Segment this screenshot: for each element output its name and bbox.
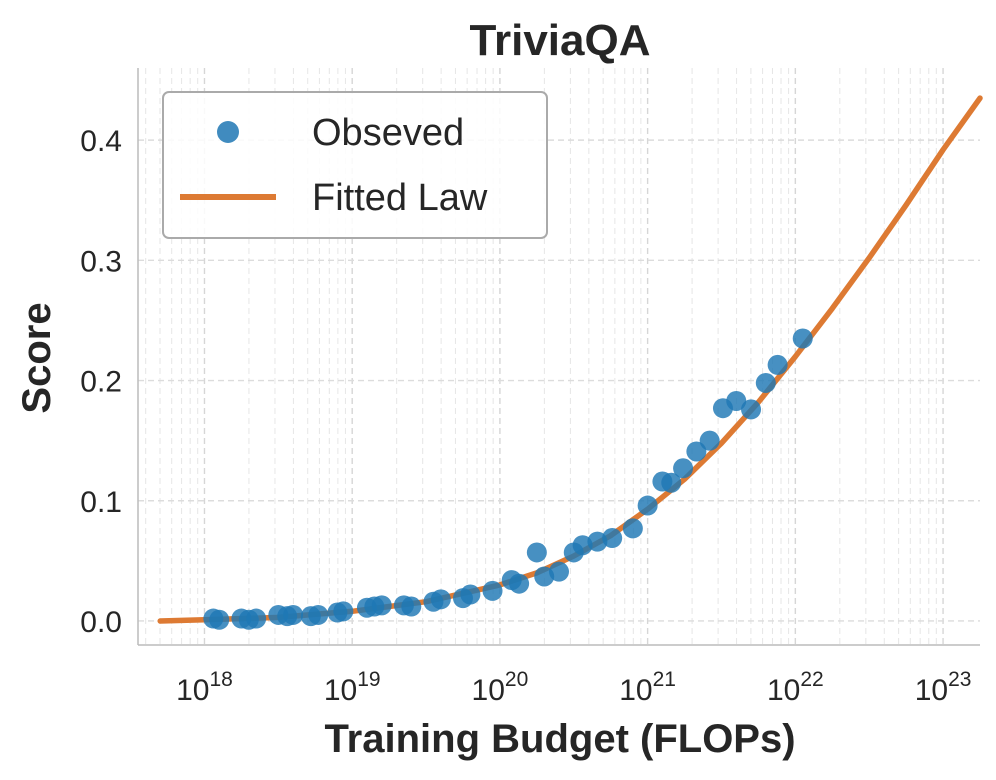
y-axis-label: Score <box>15 302 59 413</box>
observed-point <box>283 604 304 625</box>
tick-labels: 0.0 0.1 0.2 0.3 0.4 1018 1019 1020 1021 1022 1023 <box>80 125 971 707</box>
legend-box <box>162 91 548 239</box>
observed-point <box>460 584 481 605</box>
x-tick-label: 1021 <box>619 668 676 707</box>
observed-point <box>246 608 267 629</box>
observed-point <box>755 372 776 393</box>
y-tick-label: 0.3 <box>80 245 122 278</box>
y-tick-label: 0.1 <box>80 486 122 519</box>
x-axis-label: Training Budget (FLOPs) <box>324 717 795 761</box>
observed-point <box>526 542 547 563</box>
observed-point <box>673 458 694 479</box>
x-tick-label: 1023 <box>915 668 972 707</box>
x-tick-label: 1018 <box>176 668 233 707</box>
observed-point <box>699 430 720 451</box>
observed-point <box>371 595 392 616</box>
y-tick-label: 0.4 <box>80 125 122 158</box>
observed-point <box>661 472 682 493</box>
observed-point <box>741 399 762 420</box>
observed-point <box>401 596 422 617</box>
legend-label-fitted-law: Fitted Law <box>312 177 488 219</box>
observed-series <box>203 328 813 630</box>
chart-title: TriviaQA <box>470 16 651 65</box>
observed-point <box>209 609 230 630</box>
observed-point <box>622 518 643 539</box>
observed-point <box>726 390 747 411</box>
x-tick-label: 1022 <box>767 668 824 707</box>
legend-label-observed: Obseved <box>312 112 464 154</box>
observed-point <box>602 528 623 549</box>
y-tick-label: 0.0 <box>80 606 122 639</box>
observed-point <box>686 441 707 462</box>
y-tick-label: 0.2 <box>80 366 122 399</box>
x-tick-label: 1020 <box>472 668 529 707</box>
observed-point <box>792 328 813 349</box>
observed-point <box>333 601 354 622</box>
observed-point <box>549 561 569 582</box>
observed-point <box>482 580 503 601</box>
axes <box>137 68 980 646</box>
x-tick-label: 1019 <box>324 668 381 707</box>
observed-point <box>767 354 788 375</box>
observed-point <box>509 573 530 594</box>
legend-marker-observed <box>217 121 239 143</box>
legend: Obseved Fitted Law <box>162 91 548 239</box>
observed-point <box>308 604 329 625</box>
observed-point <box>430 589 451 610</box>
observed-point <box>637 495 658 516</box>
